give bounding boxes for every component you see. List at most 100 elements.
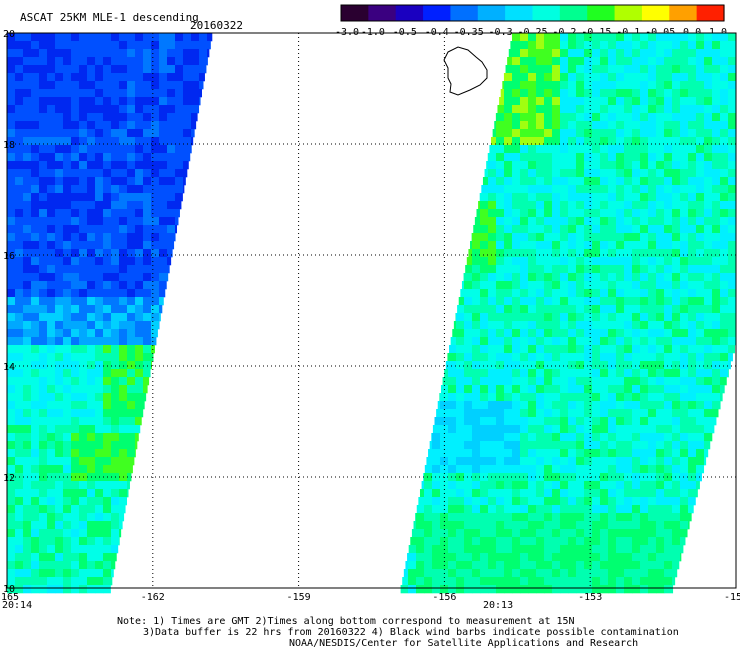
swath-cell bbox=[696, 393, 705, 402]
swath-cell bbox=[167, 225, 176, 234]
swath-cell bbox=[568, 49, 577, 58]
swath-cell bbox=[576, 401, 585, 410]
swath-cell bbox=[688, 153, 697, 162]
swath-cell bbox=[488, 297, 497, 306]
swath-cell bbox=[728, 65, 737, 74]
swath-cell bbox=[448, 433, 457, 442]
swath-cell bbox=[151, 321, 160, 330]
swath-cell bbox=[492, 129, 497, 138]
swath-cell bbox=[648, 265, 657, 274]
swath-cell bbox=[624, 553, 633, 562]
swath-cell bbox=[512, 121, 521, 130]
colorbar-swatch bbox=[696, 5, 725, 21]
swath-cell bbox=[664, 385, 673, 394]
swath-cell bbox=[71, 313, 80, 322]
swath-cell bbox=[87, 457, 96, 466]
swath-cell bbox=[560, 249, 569, 258]
swath-cell bbox=[175, 73, 184, 82]
swath-cell bbox=[23, 521, 32, 530]
swath-cell bbox=[191, 41, 200, 50]
swath-cell bbox=[464, 529, 473, 538]
swath-cell bbox=[63, 409, 72, 418]
colorbar-swatch bbox=[341, 5, 369, 21]
swath-cell bbox=[560, 561, 569, 570]
swath-cell bbox=[576, 409, 585, 418]
swath-cell bbox=[592, 233, 601, 242]
swath-cell bbox=[552, 513, 561, 522]
swath-cell bbox=[15, 345, 24, 354]
swath-cell bbox=[672, 473, 681, 482]
swath-cell bbox=[648, 305, 657, 314]
swath-cell bbox=[688, 337, 697, 346]
swath-cell bbox=[424, 513, 433, 522]
swath-cell bbox=[111, 577, 113, 586]
swath-cell bbox=[576, 113, 585, 122]
swath-cell bbox=[512, 153, 521, 162]
swath-cell bbox=[640, 441, 649, 450]
swath-cell bbox=[632, 385, 641, 394]
swath-cell bbox=[23, 585, 32, 594]
swath-cell bbox=[135, 217, 144, 226]
swath-cell bbox=[127, 169, 136, 178]
swath-cell bbox=[600, 521, 609, 530]
swath-cell bbox=[592, 577, 601, 586]
swath-cell bbox=[71, 321, 80, 330]
swath-cell bbox=[135, 273, 144, 282]
swath-cell bbox=[456, 529, 465, 538]
swath-cell bbox=[576, 281, 585, 290]
swath-cell bbox=[79, 393, 88, 402]
swath-cell bbox=[672, 73, 681, 82]
swath-cell bbox=[648, 489, 657, 498]
swath-cell bbox=[87, 337, 96, 346]
swath-cell bbox=[481, 185, 489, 194]
swath-cell bbox=[199, 49, 208, 58]
swath-cell bbox=[560, 289, 569, 298]
swath-cell bbox=[87, 41, 96, 50]
swath-cell bbox=[664, 129, 673, 138]
swath-cell bbox=[135, 113, 144, 122]
swath-cell bbox=[111, 353, 120, 362]
swath-cell bbox=[119, 297, 128, 306]
swath-cell bbox=[434, 417, 441, 426]
swath-cell bbox=[87, 201, 96, 210]
swath-cell bbox=[191, 73, 200, 82]
swath-cell bbox=[704, 273, 713, 282]
swath-cell bbox=[424, 465, 433, 474]
swath-cell bbox=[111, 409, 120, 418]
swath-cell bbox=[424, 561, 433, 570]
swath-cell bbox=[23, 225, 32, 234]
swath-cell bbox=[656, 425, 665, 434]
swath-cell bbox=[672, 409, 681, 418]
swath-cell bbox=[544, 361, 553, 370]
swath-cell bbox=[552, 505, 561, 514]
swath-cell bbox=[528, 481, 537, 490]
swath-cell bbox=[151, 313, 160, 322]
swath-cell bbox=[55, 305, 64, 314]
swath-cell bbox=[592, 305, 601, 314]
swath-cell bbox=[127, 465, 133, 474]
swath-cell bbox=[648, 169, 657, 178]
swath-cell bbox=[544, 441, 553, 450]
swath-cell bbox=[576, 105, 585, 114]
swath-cell bbox=[656, 209, 665, 218]
swath-cell bbox=[512, 161, 521, 170]
swath-cell bbox=[432, 553, 441, 562]
swath-cell bbox=[456, 321, 465, 330]
swath-cell bbox=[544, 257, 553, 266]
swath-cell bbox=[552, 249, 561, 258]
swath-cell bbox=[143, 177, 152, 186]
swath-cell bbox=[23, 305, 32, 314]
swath-cell bbox=[79, 313, 88, 322]
swath-cell bbox=[600, 577, 609, 586]
swath-cell bbox=[488, 353, 497, 362]
swath-cell bbox=[704, 417, 713, 426]
swath-cell bbox=[584, 161, 593, 170]
swath-cell bbox=[504, 105, 513, 114]
swath-cell bbox=[151, 129, 160, 138]
swath-cell bbox=[560, 481, 569, 490]
swath-cell bbox=[624, 169, 633, 178]
swath-cell bbox=[632, 489, 641, 498]
swath-cell bbox=[135, 321, 144, 330]
swath-cell bbox=[520, 425, 529, 434]
swath-cell bbox=[528, 57, 537, 66]
